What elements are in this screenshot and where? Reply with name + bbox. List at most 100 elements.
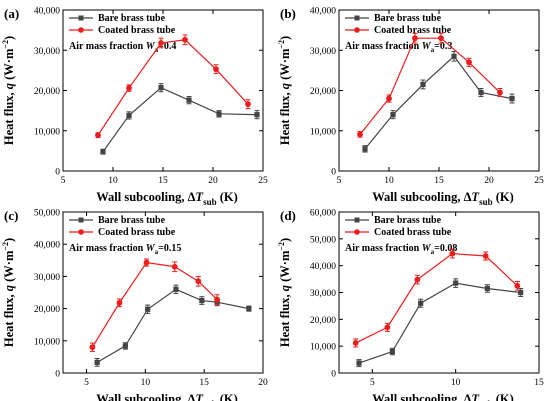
plot-frame bbox=[62, 211, 264, 374]
data-point bbox=[390, 112, 396, 118]
x-tick-label: 5 bbox=[84, 378, 89, 388]
data-point bbox=[384, 324, 391, 331]
x-tick-label: 10 bbox=[108, 176, 118, 186]
y-tick-label: 20,000 bbox=[34, 305, 60, 315]
series-line bbox=[364, 55, 513, 150]
series-line bbox=[355, 252, 518, 344]
legend-label: Coated brass tube bbox=[98, 25, 176, 36]
y-tick-label: 30,000 bbox=[34, 47, 60, 57]
x-tick-label: 10 bbox=[384, 176, 394, 186]
data-point bbox=[449, 250, 456, 257]
data-point bbox=[518, 289, 524, 296]
legend-marker bbox=[354, 217, 360, 223]
data-point bbox=[451, 53, 457, 59]
data-point bbox=[199, 297, 205, 304]
data-point bbox=[94, 359, 100, 365]
y-axis-title: Heat flux, q (W·m−2) bbox=[277, 36, 292, 145]
x-axis-title: Wall subcooling, ΔTsub (K) bbox=[96, 392, 238, 401]
y-tick-label: 40,000 bbox=[310, 262, 336, 272]
y-tick-label: 50,000 bbox=[34, 209, 60, 219]
data-point bbox=[357, 131, 363, 138]
legend-marker bbox=[78, 217, 84, 223]
x-tick-label: 5 bbox=[337, 176, 342, 186]
data-point bbox=[95, 132, 101, 139]
data-point bbox=[466, 59, 472, 66]
data-point bbox=[216, 111, 222, 117]
y-tick-label: 10,000 bbox=[310, 127, 336, 137]
panel-label: (d) bbox=[280, 208, 296, 223]
x-axis-title: Wall subcooling, ΔTsub (K) bbox=[96, 190, 238, 207]
data-point bbox=[171, 263, 178, 270]
y-tick-label: 10,000 bbox=[34, 337, 60, 347]
data-point bbox=[100, 149, 106, 155]
data-point bbox=[438, 35, 444, 42]
y-tick-label: 0 bbox=[55, 168, 60, 178]
data-point bbox=[420, 81, 426, 88]
legend-label: Bare brass tube bbox=[374, 215, 442, 226]
series-line bbox=[358, 282, 521, 364]
y-tick-label: 20,000 bbox=[34, 87, 60, 97]
data-point bbox=[414, 276, 421, 283]
air-mass-fraction-note: Air mass fraction Wa=0.08 bbox=[345, 243, 457, 256]
x-tick-label: 25 bbox=[534, 176, 544, 186]
x-tick-label: 20 bbox=[208, 176, 218, 186]
y-tick-label: 30,000 bbox=[310, 47, 336, 57]
y-tick-label: 40,000 bbox=[34, 241, 60, 251]
y-tick-label: 40,000 bbox=[310, 7, 336, 17]
x-tick-label: 15 bbox=[158, 176, 168, 186]
x-tick-label: 20 bbox=[258, 378, 268, 388]
x-tick-label: 25 bbox=[258, 176, 268, 186]
series-line bbox=[91, 261, 218, 348]
legend-label: Bare brass tube bbox=[98, 13, 166, 24]
data-point bbox=[412, 35, 418, 42]
legend-marker bbox=[78, 27, 84, 33]
air-mass-fraction-note: Air mass fraction Wa=0.3 bbox=[345, 41, 452, 54]
legend-label: Bare brass tube bbox=[98, 215, 166, 226]
y-tick-label: 20,000 bbox=[310, 316, 336, 326]
x-tick-label: 5 bbox=[370, 378, 375, 388]
y-axis-title: Heat flux, q (W·m−2) bbox=[1, 238, 16, 347]
data-point bbox=[254, 112, 260, 118]
x-axis-title: Wall subcooling, ΔTsub (K) bbox=[372, 392, 514, 401]
data-point bbox=[89, 344, 96, 351]
panel-label: (a) bbox=[4, 6, 19, 21]
data-point bbox=[478, 89, 484, 96]
y-tick-label: 0 bbox=[331, 370, 336, 380]
chart-panel: (c) 5 10 15 20 0 10,000 20,000 30,000 40,000 50,00… bbox=[1, 208, 268, 401]
series-line bbox=[97, 39, 249, 136]
y-tick-label: 20,000 bbox=[310, 87, 336, 97]
y-tick-label: 50,000 bbox=[310, 235, 336, 245]
x-tick-label: 15 bbox=[199, 378, 209, 388]
x-tick-label: 10 bbox=[451, 378, 461, 388]
data-point bbox=[389, 348, 395, 355]
data-point bbox=[386, 95, 392, 102]
legend-marker bbox=[354, 229, 360, 235]
data-point bbox=[245, 101, 251, 108]
data-point bbox=[352, 340, 359, 346]
legend-label: Coated brass tube bbox=[98, 227, 176, 238]
y-tick-label: 10,000 bbox=[34, 127, 60, 137]
x-tick-label: 10 bbox=[141, 378, 151, 388]
legend-label: Coated brass tube bbox=[374, 227, 452, 238]
data-point bbox=[362, 146, 368, 152]
data-point bbox=[145, 306, 151, 312]
data-point bbox=[509, 95, 515, 102]
chart-panel: (a) 5 10 15 20 25 0 10,000 20,000 30,000 40,000 Wal… bbox=[1, 6, 268, 207]
x-tick-label: 5 bbox=[61, 176, 66, 186]
legend-marker bbox=[78, 229, 84, 235]
data-point bbox=[213, 66, 219, 73]
y-tick-label: 10,000 bbox=[310, 343, 336, 353]
data-point bbox=[116, 299, 123, 306]
y-axis-title: Heat flux, q (W·m−2) bbox=[1, 36, 16, 145]
data-point bbox=[453, 280, 459, 286]
panel-label: (b) bbox=[280, 6, 296, 21]
data-point bbox=[186, 97, 192, 103]
y-tick-label: 30,000 bbox=[34, 273, 60, 283]
y-tick-label: 0 bbox=[331, 168, 336, 178]
data-point bbox=[122, 343, 128, 349]
data-point bbox=[484, 285, 490, 292]
data-point bbox=[158, 40, 164, 46]
data-point bbox=[173, 286, 179, 292]
data-point bbox=[482, 253, 489, 259]
